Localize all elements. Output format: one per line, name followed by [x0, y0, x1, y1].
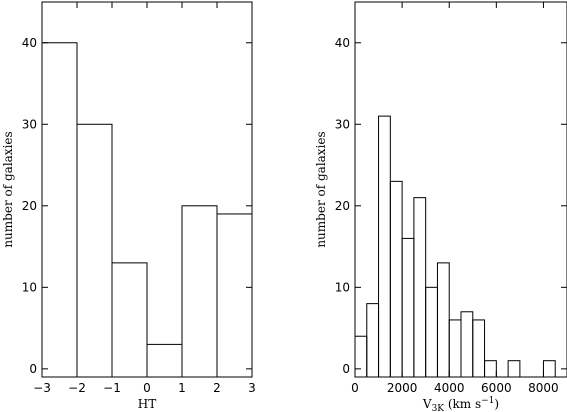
histogram-bar [76, 123, 113, 378]
histogram-bar [472, 319, 486, 378]
histogram-bar [146, 343, 183, 378]
y-tick-label: 20 [335, 199, 350, 213]
x-tick-label: 1 [178, 381, 186, 395]
x-tick-label: −2 [68, 381, 86, 395]
histogram-bar [41, 42, 78, 378]
x-tick-label: 3 [248, 381, 256, 395]
histogram-bar [460, 311, 474, 378]
y-tick-label: 0 [29, 362, 37, 376]
x-tick-label: 6000 [481, 381, 512, 395]
x-tick-label: 4000 [434, 381, 465, 395]
histogram-bar [366, 303, 380, 378]
y-tick-label: 20 [22, 199, 37, 213]
x-tick-label: 2 [213, 381, 221, 395]
histogram-bar [181, 205, 218, 378]
histogram-bar [216, 213, 253, 378]
x-tick-label: 0 [143, 381, 151, 395]
velocity-histogram-panel: 0 2000 4000 6000 8000 0 10 20 30 40 number of gala… [314, 1, 567, 412]
histogram-bar [425, 286, 438, 378]
histogram-bar [448, 319, 462, 378]
histogram-bar [378, 115, 391, 378]
x-axis-label: HT [138, 397, 156, 411]
histogram-bar [413, 197, 427, 378]
x-tick-label: 8000 [528, 381, 559, 395]
y-tick-label: 40 [335, 36, 350, 50]
histogram-bar [111, 262, 148, 378]
y-tick-label: 30 [22, 117, 37, 131]
histogram-bar [542, 360, 556, 378]
y-axis-label: number of galaxies [1, 131, 15, 247]
x-axis-label: V3K (km s−1) [422, 396, 499, 412]
x-tick-label: 2000 [387, 381, 418, 395]
histogram-bar [354, 335, 368, 378]
y-tick-label: 0 [342, 362, 350, 376]
histogram-bar [401, 237, 415, 378]
histogram-bar [436, 262, 450, 378]
histogram-bar [484, 360, 497, 378]
y-tick-label: 10 [22, 280, 37, 294]
y-axis-label: number of galaxies [314, 131, 328, 247]
y-tick-label: 40 [22, 36, 37, 50]
x-tick-label: −1 [103, 381, 121, 395]
histogram-bar [507, 360, 521, 378]
histogram-bar [389, 180, 403, 378]
y-tick-label: 30 [335, 117, 350, 131]
y-tick-label: 10 [335, 280, 350, 294]
x-tick-label: −3 [33, 381, 51, 395]
x-tick-label: 0 [351, 381, 359, 395]
